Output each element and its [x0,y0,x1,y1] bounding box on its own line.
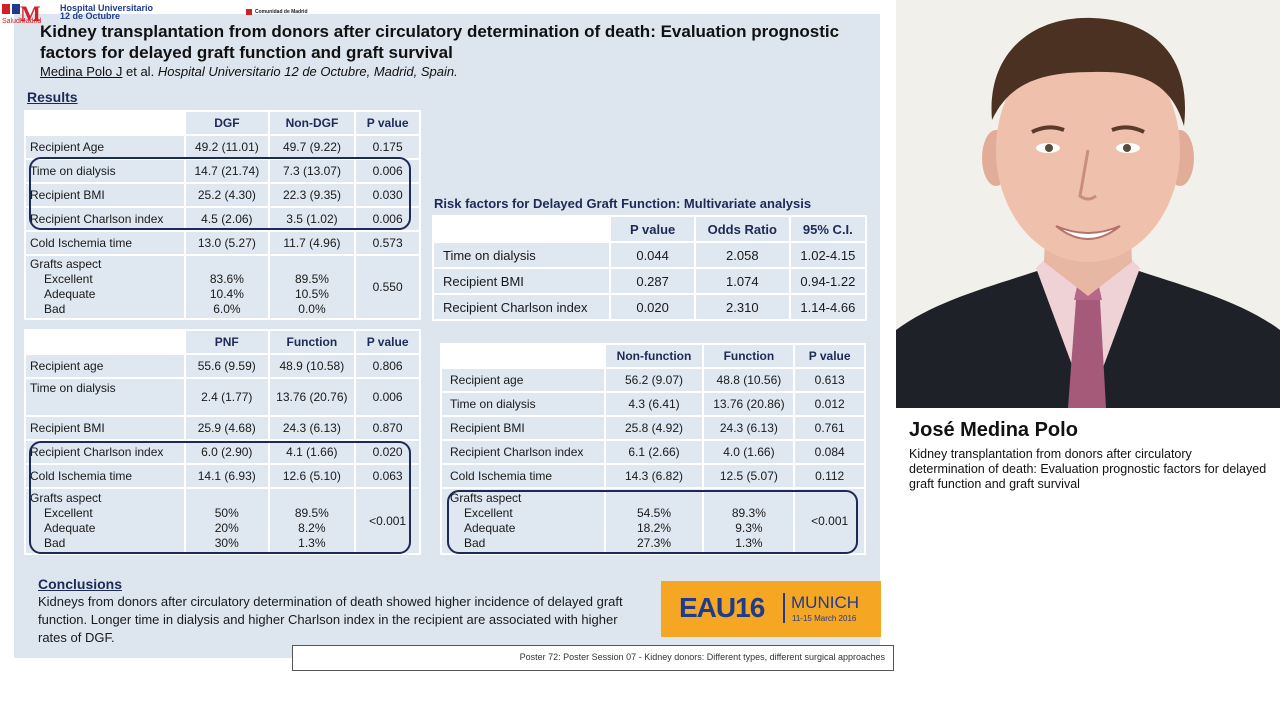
col-header: PNF [186,331,268,353]
table-row: Recipient BMI 0.287 1.074 0.94-1.22 [434,269,865,293]
conclusions-heading: Conclusions [38,576,123,592]
table-row: Cold Ischemia time 13.0 (5.27) 11.7 (4.96)… [26,232,419,254]
col-header: 95% C.I. [790,217,865,241]
table-row-grafts: Grafts aspect Excellent Adequate Bad 54.… [442,489,864,553]
table-row-grafts: Grafts aspect Excellent Adequate Bad 83.… [26,256,419,318]
col-header: P value [795,345,864,367]
non-function-table: Non-function Function P value Recipient … [440,343,866,555]
table-row: Time on dialysis 4.3 (6.41) 13.76 (20.86) 0… [442,393,864,415]
col-header: Odds Ratio [695,217,789,241]
results-heading: Results [27,89,78,105]
table-row: Cold Ischemia time 14.3 (6.82) 12.5 (5.07)… [442,465,864,487]
table-row: Cold Ischemia time 14.1 (6.93) 12.6 (5.10)… [26,465,419,487]
author-name: Medina Polo J [40,64,123,79]
conclusions-text: Kidneys from donors after circulatory de… [38,594,623,645]
poster-authors: Medina Polo J et al. Hospital Universita… [40,64,458,79]
highlight-oval [29,157,411,230]
table-row: Time on dialysis 2.4 (1.77) 13.76 (20.76) 0… [26,379,419,415]
table-row: Recipient Charlson index 6.0 (2.90) 4.1 (1… [26,441,419,463]
table-row: Recipient Charlson index 0.020 2.310 1.14-4… [434,295,865,319]
col-header: Function [704,345,794,367]
hospital-logo: M SaludMadrid Hospital Universitario 12 … [0,1,180,32]
col-header: Non-DGF [269,112,355,134]
speaker-photo [896,0,1280,408]
col-header: Non-function [605,345,703,367]
col-header: P value [611,217,694,241]
col-header: Function [269,331,355,353]
table-row: Recipient BMI 25.2 (4.30) 22.3 (9.35) 0.030 [26,184,419,206]
eau16-logo: EAU16 MUNICH 11-15 March 2016 [661,581,881,637]
table-row: Recipient Charlson index 6.1 (2.66) 4.0 (1… [442,441,864,463]
salud-madrid-logo: M SaludMadrid [2,1,42,26]
speaker-name: José Medina Polo [909,419,1078,441]
table-row-grafts: Grafts aspect Excellent Adequate Bad 50%… [26,489,419,553]
poster-session-caption: Poster 72: Poster Session 07 - Kidney do… [292,645,894,671]
table-row: Recipient BMI 25.9 (4.68) 24.3 (6.13) 0.870 [26,417,419,439]
highlight-oval [447,490,858,554]
poster-title: Kidney transplantation from donors after… [40,22,840,62]
table-row: Recipient Age 49.2 (11.01) 49.7 (9.22) 0.17… [26,136,419,158]
table-row: Recipient BMI 25.8 (4.92) 24.3 (6.13) 0.761 [442,417,864,439]
table-row: Time on dialysis 14.7 (21.74) 7.3 (13.07) 0… [26,160,419,182]
table-row: Recipient age 56.2 (9.07) 48.8 (10.56) 0.61… [442,369,864,391]
hospital-name: Hospital Universitario 12 de Octubre [60,3,154,21]
col-header: DGF [186,112,268,134]
dgf-table: DGF Non-DGF P value Recipient Age 49.2 (1… [24,110,421,320]
highlight-oval [29,441,411,554]
col-header: P value [356,331,419,353]
poster-slide: M SaludMadrid Hospital Universitario 12 … [0,0,896,672]
table-row: Time on dialysis 0.044 2.058 1.02-4.15 [434,243,865,267]
author-affiliation: Hospital Universitario 12 de Octubre, Ma… [157,64,458,79]
speaker-talk-title: Kidney transplantation from donors after… [909,447,1267,491]
risk-factors-table: P value Odds Ratio 95% C.I. Time on dial… [432,215,867,321]
risk-factors-title: Risk factors for Delayed Graft Function:… [434,196,812,211]
table-row: Recipient age 55.6 (9.59) 48.9 (10.58) 0.80… [26,355,419,377]
col-header: P value [356,112,419,134]
comunidad-madrid-logo: Comunidad de Madrid [246,3,308,15]
